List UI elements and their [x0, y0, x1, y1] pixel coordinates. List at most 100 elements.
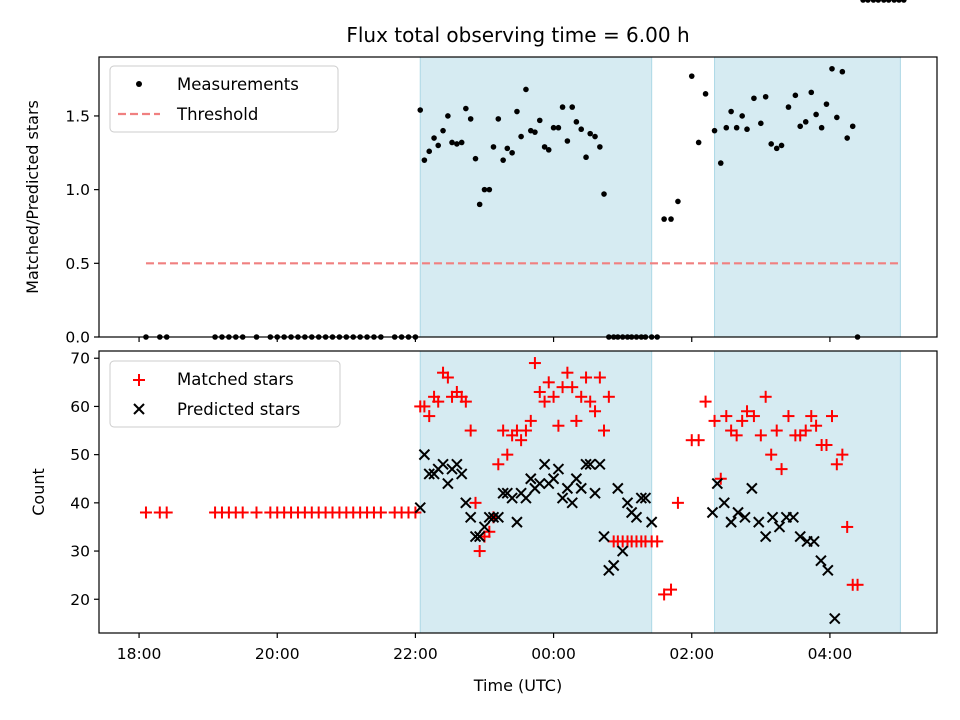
measurement-point	[426, 148, 433, 155]
bottom-axes-frame	[98, 350, 938, 634]
measurement-point	[445, 113, 451, 119]
top-y-tick-label: 0.0	[65, 329, 90, 347]
x-stroke-b	[575, 482, 587, 495]
matched-star-point	[602, 390, 615, 403]
matched-star-point	[736, 414, 749, 427]
matched-star-point	[139, 506, 152, 519]
x-stroke-b	[607, 559, 620, 572]
measurement-point	[322, 334, 329, 340]
predicted-star-point	[706, 506, 719, 519]
measurement-point	[624, 334, 631, 340]
top-legend: Measurements Threshold	[109, 65, 339, 133]
predicted-star-point	[525, 473, 537, 485]
measurement-point	[792, 92, 799, 99]
matched-star-point	[538, 395, 551, 408]
measurement-point	[785, 104, 792, 110]
x-stroke-b	[794, 530, 806, 543]
measurement-point	[642, 334, 649, 340]
x-stroke-b	[815, 554, 827, 567]
matched-star-point	[570, 414, 583, 427]
measurement-point	[606, 334, 612, 340]
predicted-star-point	[594, 458, 606, 470]
matched-star-point	[160, 506, 173, 519]
measurement-point	[295, 334, 301, 340]
x-stroke-b	[423, 468, 435, 480]
tick-marks: 18:00 20:00 22:00 00:00 02:00 04:00 0.0 0.5 1.0 1…	[65, 107, 852, 663]
predicted-star-point	[469, 530, 482, 543]
measurement-point	[802, 119, 809, 125]
measurement-point	[541, 144, 548, 150]
x-stroke-b	[437, 458, 449, 470]
measurement-point	[762, 93, 769, 100]
bottom-y-tick-label: 40	[70, 494, 90, 512]
measurement-point	[844, 135, 850, 141]
x-stroke-b	[418, 448, 431, 461]
bottom-y-tick-label: 30	[70, 543, 90, 561]
matched-star-point	[759, 390, 772, 403]
measurement-point	[472, 155, 479, 162]
bottom-shaded-span-0	[419, 350, 653, 634]
measurement-point	[569, 104, 576, 110]
measurement-point	[509, 149, 515, 156]
chart-title: Flux total observing time = 6.00 h	[346, 23, 689, 47]
matched-star-point	[775, 463, 788, 476]
x-stroke-b	[414, 501, 426, 514]
predicted-star-point	[794, 530, 806, 543]
x-stroke-b	[773, 521, 786, 533]
x-tick-label: 20:00	[255, 645, 300, 663]
matched-star-point	[820, 439, 833, 451]
measurement-point	[449, 139, 455, 146]
x-stroke-b	[612, 482, 624, 495]
predicted-star-point	[815, 554, 827, 567]
x-stroke-b	[520, 492, 532, 504]
predicted-star-point	[711, 477, 724, 490]
x-stroke-b	[506, 492, 518, 504]
predicted-star-point	[478, 521, 491, 533]
measurement-point	[896, 0, 902, 3]
matched-star-point	[580, 371, 593, 384]
predicted-star-point	[511, 516, 523, 528]
matched-star-point	[561, 366, 574, 379]
predicted-star-point	[645, 516, 658, 528]
x-stroke-b	[492, 511, 505, 524]
top-axes-frame	[98, 56, 938, 338]
predicted-star-point	[808, 535, 820, 548]
x-stroke-b	[725, 516, 737, 528]
legend-measurements-label: Measurements	[177, 75, 299, 94]
legend-threshold-label: Threshold	[176, 105, 258, 124]
predicted-star-point	[787, 511, 800, 524]
measurement-point	[628, 334, 635, 340]
matched-star-point	[671, 496, 684, 509]
predicted-star-point	[520, 492, 532, 504]
top-shaded-span-0	[419, 56, 653, 338]
measurement-point	[839, 68, 846, 75]
matched-star-point	[805, 410, 818, 423]
x-tick-label: 04:00	[808, 645, 853, 663]
top-y-axis-label: Matched/Predicted stars	[23, 100, 42, 294]
measurement-point	[500, 157, 506, 163]
bottom-shaded-span-1	[714, 350, 901, 634]
bottom-legend: Matched stars Predicted stars	[109, 360, 341, 428]
matched-star-point	[528, 357, 541, 370]
matched-star-point	[754, 429, 767, 442]
matched-star-point	[524, 414, 537, 427]
measurement-point	[421, 157, 428, 163]
predicted-star-point	[487, 511, 500, 524]
top-y-tick-label: 1.5	[65, 107, 90, 125]
x-stroke-b	[584, 458, 596, 470]
measurement-point	[854, 334, 861, 340]
predicted-star-point	[589, 487, 601, 499]
measurement-point	[435, 142, 442, 149]
measurement-point	[610, 334, 617, 340]
measurement-point	[315, 334, 322, 340]
matched-star-point	[547, 390, 560, 403]
x-tick-label: 22:00	[393, 645, 438, 663]
measurement-point	[405, 334, 412, 340]
matched-star-point	[810, 419, 823, 432]
matched-star-point	[464, 424, 477, 437]
measurement-point	[536, 117, 543, 124]
x-stroke-b	[473, 530, 486, 543]
predicted-star-point	[506, 492, 518, 504]
x-stroke-b	[732, 506, 744, 519]
measurement-point	[587, 130, 593, 137]
